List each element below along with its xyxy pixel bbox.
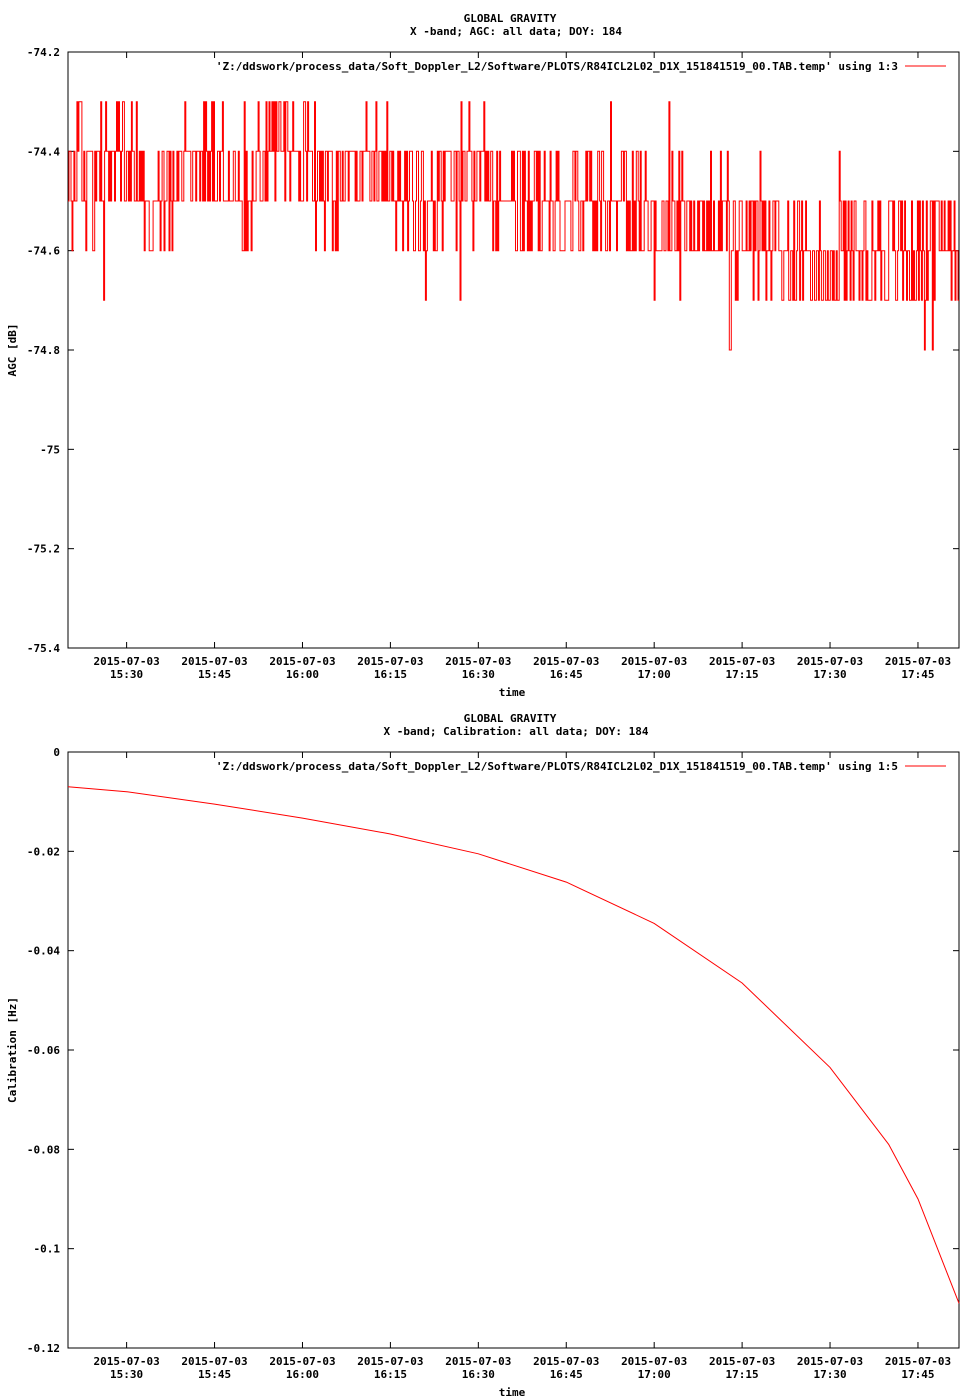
x-tick-time-label: 17:30: [813, 668, 846, 681]
agc-ylabel: AGC [dB]: [6, 324, 19, 377]
y-tick-label: -74.6: [27, 245, 60, 258]
x-tick-date-label: 2015-07-03: [269, 1355, 335, 1368]
x-tick-date-label: 2015-07-03: [797, 655, 863, 668]
x-tick-time-label: 17:45: [901, 1368, 934, 1381]
x-tick-time-label: 15:45: [198, 668, 231, 681]
agc-series-line: [68, 101, 959, 351]
x-tick-date-label: 2015-07-03: [621, 1355, 687, 1368]
x-tick-time-label: 15:45: [198, 1368, 231, 1381]
y-tick-label: 0: [53, 746, 60, 759]
y-tick-label: -0.12: [27, 1342, 60, 1355]
agc-legend-label: 'Z:/ddswork/process_data/Soft_Doppler_L2…: [216, 60, 898, 73]
x-tick-date-label: 2015-07-03: [885, 655, 951, 668]
x-tick-time-label: 16:30: [462, 1368, 495, 1381]
x-tick-date-label: 2015-07-03: [709, 1355, 775, 1368]
x-tick-date-label: 2015-07-03: [445, 1355, 511, 1368]
x-tick-date-label: 2015-07-03: [621, 655, 687, 668]
calibration-legend-label: 'Z:/ddswork/process_data/Soft_Doppler_L2…: [216, 760, 898, 773]
x-tick-date-label: 2015-07-03: [885, 1355, 951, 1368]
x-tick-time-label: 16:00: [286, 1368, 319, 1381]
x-tick-date-label: 2015-07-03: [533, 1355, 599, 1368]
y-tick-label: -75.4: [27, 642, 60, 655]
x-tick-time-label: 17:45: [901, 668, 934, 681]
y-tick-label: -0.06: [27, 1044, 60, 1057]
agc-chart-title: GLOBAL GRAVITY: [464, 12, 557, 25]
calibration-chart-title: GLOBAL GRAVITY: [464, 712, 557, 725]
agc-chart: GLOBAL GRAVITY X -band; AGC: all data; D…: [6, 12, 960, 699]
x-tick-time-label: 15:30: [110, 668, 143, 681]
x-tick-date-label: 2015-07-03: [181, 655, 247, 668]
x-tick-time-label: 16:30: [462, 668, 495, 681]
x-tick-date-label: 2015-07-03: [797, 1355, 863, 1368]
x-tick-date-label: 2015-07-03: [94, 655, 160, 668]
y-tick-label: -0.08: [27, 1143, 60, 1156]
agc-xlabel: time: [499, 686, 526, 699]
agc-chart-subtitle: X -band; AGC: all data; DOY: 184: [410, 25, 622, 38]
y-tick-label: -75.2: [27, 543, 60, 556]
y-tick-label: -0.02: [27, 845, 60, 858]
y-tick-label: -0.1: [34, 1243, 61, 1256]
x-tick-date-label: 2015-07-03: [533, 655, 599, 668]
x-tick-time-label: 17:30: [813, 1368, 846, 1381]
calibration-xlabel: time: [499, 1386, 526, 1399]
x-tick-time-label: 15:30: [110, 1368, 143, 1381]
x-tick-date-label: 2015-07-03: [181, 1355, 247, 1368]
x-tick-time-label: 17:00: [638, 668, 671, 681]
x-tick-date-label: 2015-07-03: [269, 655, 335, 668]
y-tick-label: -0.04: [27, 945, 60, 958]
x-tick-date-label: 2015-07-03: [357, 655, 423, 668]
x-tick-time-label: 16:15: [374, 1368, 407, 1381]
x-tick-time-label: 16:00: [286, 668, 319, 681]
calibration-chart-subtitle: X -band; Calibration: all data; DOY: 184: [384, 725, 649, 738]
y-tick-label: -74.8: [27, 344, 60, 357]
x-tick-time-label: 17:15: [726, 668, 759, 681]
x-tick-time-label: 16:15: [374, 668, 407, 681]
x-tick-time-label: 16:45: [550, 668, 583, 681]
x-tick-time-label: 16:45: [550, 1368, 583, 1381]
x-tick-date-label: 2015-07-03: [709, 655, 775, 668]
y-tick-label: -74.4: [27, 145, 60, 158]
x-tick-date-label: 2015-07-03: [445, 655, 511, 668]
calibration-ylabel: Calibration [Hz]: [6, 997, 19, 1103]
y-tick-label: -74.2: [27, 46, 60, 59]
x-tick-time-label: 17:15: [726, 1368, 759, 1381]
calibration-series-line: [67, 786, 960, 1304]
agc-plot-frame: [67, 51, 960, 649]
calibration-plot-frame: [67, 751, 960, 1349]
x-tick-date-label: 2015-07-03: [357, 1355, 423, 1368]
x-tick-date-label: 2015-07-03: [94, 1355, 160, 1368]
x-tick-time-label: 17:00: [638, 1368, 671, 1381]
y-tick-label: -75: [40, 443, 60, 456]
calibration-chart: GLOBAL GRAVITY X -band; Calibration: all…: [6, 712, 960, 1399]
